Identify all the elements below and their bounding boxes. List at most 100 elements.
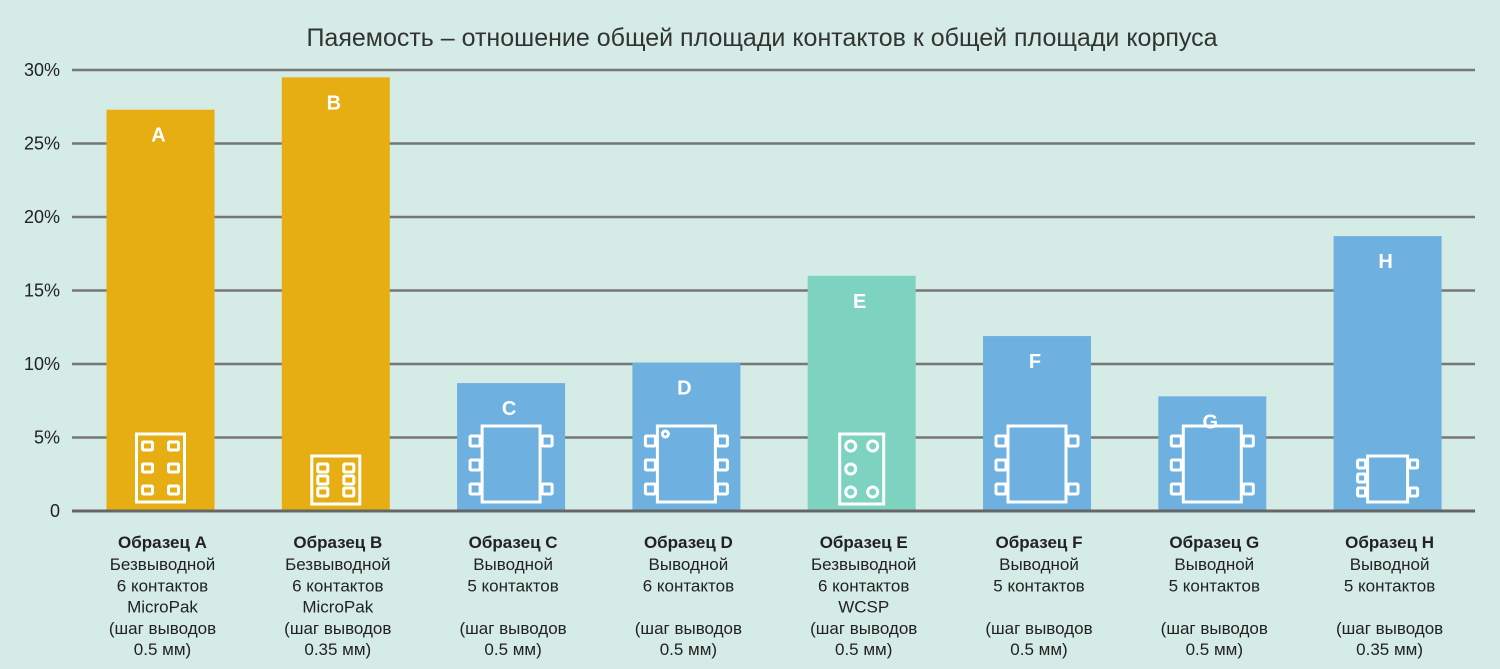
bar-letter-label: H xyxy=(1378,251,1392,273)
pin-pad xyxy=(1356,472,1368,484)
solder-ball xyxy=(844,462,858,476)
bar-letter-label: E xyxy=(853,291,866,313)
bar-letter-label: A xyxy=(151,125,165,147)
category-detail-line: 0.5 мм) xyxy=(660,640,717,659)
bar-g xyxy=(1158,396,1267,510)
package-outline xyxy=(655,424,717,504)
bar-letter-label: B xyxy=(327,92,341,114)
category-name: Образец A xyxy=(118,533,207,552)
category-detail-line: 6 контактов xyxy=(292,576,383,595)
package-outline xyxy=(310,454,362,506)
pin-pad xyxy=(994,434,1008,448)
category-detail-line: 0.35 мм) xyxy=(304,640,371,659)
category-detail-line: MicroPak xyxy=(127,598,198,617)
bar-e xyxy=(807,275,916,510)
pin-pad xyxy=(1169,434,1183,448)
pin-pad xyxy=(342,474,356,486)
chart-title: Паяемость – отношение общей площади конт… xyxy=(306,24,1217,52)
bar-f xyxy=(983,336,1091,510)
bar-letter-label: F xyxy=(1029,351,1041,373)
leaded-5-icon xyxy=(994,424,1080,504)
pin-pad xyxy=(643,458,657,472)
category-detail-line: 5 контактов xyxy=(1169,576,1260,595)
pin-pad xyxy=(316,462,330,474)
pin-pad xyxy=(643,434,657,448)
pin-pad xyxy=(1241,434,1255,448)
y-tick-label: 0 xyxy=(50,501,60,521)
category-detail-line: Выводной xyxy=(999,555,1079,574)
category-detail-line: 5 контактов xyxy=(993,576,1084,595)
category-detail-line: Безвыводной xyxy=(110,555,215,574)
pin-pad xyxy=(994,482,1008,496)
category-name: Образец F xyxy=(995,533,1082,552)
category-detail-line: 6 контактов xyxy=(643,576,734,595)
package-outline xyxy=(480,424,542,504)
category-detail-line: 5 контактов xyxy=(467,576,558,595)
category-name: Образец C xyxy=(469,533,558,552)
pin-pad xyxy=(540,482,554,496)
solder-ball xyxy=(844,485,858,499)
solder-ball xyxy=(866,439,880,453)
bar-a xyxy=(106,109,215,510)
micropak-6-small-icon xyxy=(310,454,362,506)
pin-pad xyxy=(342,462,356,474)
pin-pad xyxy=(1356,486,1368,498)
category-detail-line: WCSP xyxy=(838,598,889,617)
y-tick-label: 10% xyxy=(24,354,60,374)
category-detail-line: Выводной xyxy=(1174,555,1254,574)
package-outline xyxy=(1181,424,1243,504)
y-axis-ticks: 0 5% 10% 15% 20% 25% 30% xyxy=(24,60,60,521)
category-detail-line: (шаг выводов xyxy=(109,619,216,638)
package-outline xyxy=(135,432,186,504)
wcsp-6-icon xyxy=(838,432,886,506)
category-detail-line: (шаг выводов xyxy=(1161,619,1268,638)
category-detail-line: Выводной xyxy=(649,555,729,574)
category-detail-line: (шаг выводов xyxy=(284,619,391,638)
package-outline xyxy=(1366,454,1410,504)
solder-ball xyxy=(844,439,858,453)
pin-pad xyxy=(994,458,1008,472)
pin-pad xyxy=(1066,434,1080,448)
category-detail-line: MicroPak xyxy=(302,598,373,617)
bar-letter-label: C xyxy=(502,398,516,420)
category-detail-line: 0.35 мм) xyxy=(1356,640,1423,659)
category-detail-line: 6 контактов xyxy=(818,576,909,595)
pin-pad xyxy=(643,482,657,496)
bar-h xyxy=(1333,236,1442,510)
pin-pad xyxy=(468,482,482,496)
leaded-6-icon xyxy=(643,424,729,504)
pin-pad xyxy=(141,440,154,452)
pin-pad xyxy=(167,462,180,474)
category-detail-line: 0.5 мм) xyxy=(1010,640,1067,659)
pin-pad xyxy=(1066,482,1080,496)
category-detail-line: (шаг выводов xyxy=(1336,619,1443,638)
category-detail-line: Выводной xyxy=(1350,555,1430,574)
category-labels: Образец A Безвыводной 6 контактов MicroPak (… xyxy=(109,533,1443,659)
solder-ball xyxy=(866,485,880,499)
package-outline xyxy=(838,432,886,506)
pin-pad xyxy=(715,482,729,496)
pin-pad xyxy=(1169,482,1183,496)
category-detail-line: (шаг выводов xyxy=(459,619,566,638)
category-detail-line: Безвыводной xyxy=(285,555,390,574)
pin-pad xyxy=(1241,482,1255,496)
category-detail-line: (шаг выводов xyxy=(635,619,742,638)
y-tick-label: 25% xyxy=(24,134,60,154)
package-outline xyxy=(1006,424,1068,504)
category-detail-line: 0.5 мм) xyxy=(835,640,892,659)
pin-pad xyxy=(167,484,180,496)
category-detail-line: 0.5 мм) xyxy=(484,640,541,659)
category-name: Образец G xyxy=(1169,533,1259,552)
pin-pad xyxy=(316,474,330,486)
category-name: Образец E xyxy=(820,533,908,552)
pin1-marker xyxy=(660,429,670,439)
leaded-5-small-icon xyxy=(1356,454,1420,504)
category-name: Образец H xyxy=(1345,533,1434,552)
pin-pad xyxy=(468,458,482,472)
category-detail-line: 0.5 мм) xyxy=(1186,640,1243,659)
y-tick-label: 5% xyxy=(34,428,60,448)
pin-pad xyxy=(141,484,154,496)
bar-b xyxy=(281,77,390,510)
pin-pad xyxy=(167,440,180,452)
category-detail-line: (шаг выводов xyxy=(810,619,917,638)
